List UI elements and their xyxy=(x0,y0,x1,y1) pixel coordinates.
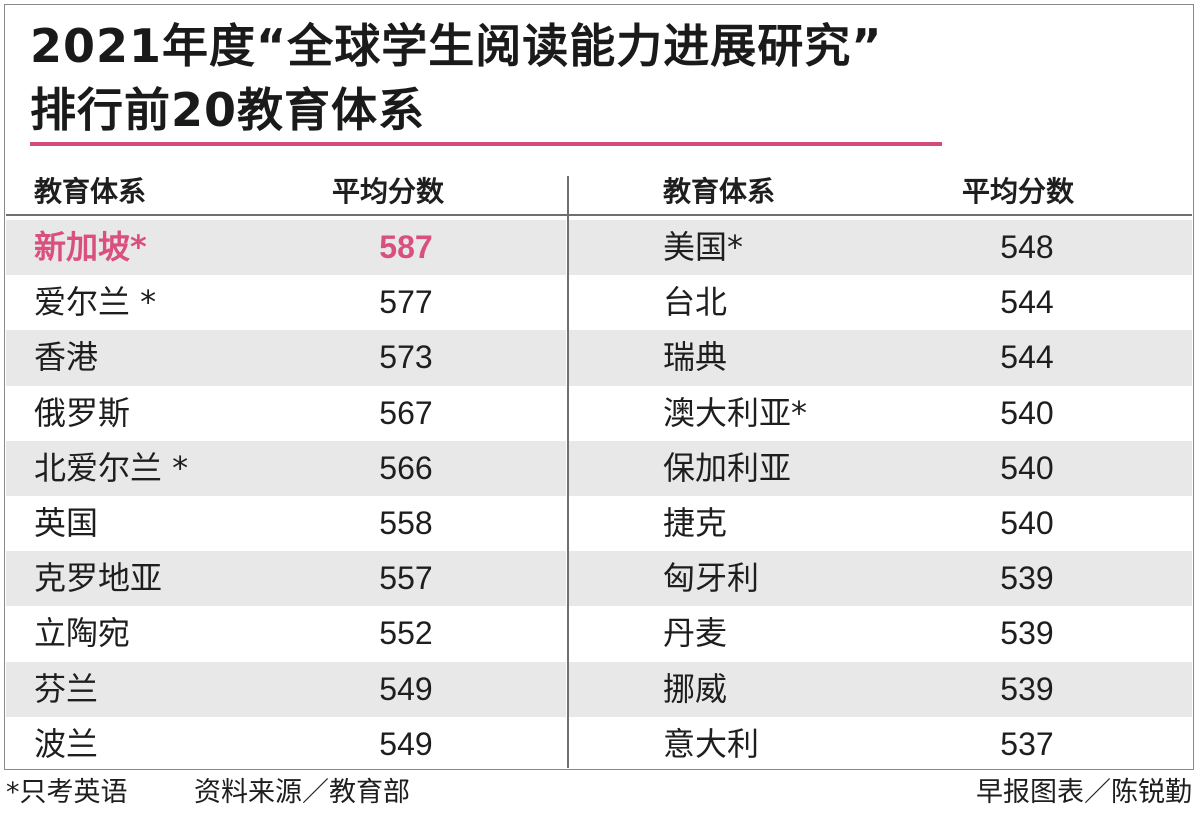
average-score: 540 xyxy=(1000,394,1054,431)
system-name: 立陶宛 xyxy=(34,614,131,653)
table-row: 北爱尔兰 * 566 xyxy=(6,440,566,496)
table-row: 波兰 549 xyxy=(6,717,566,772)
system-name: 瑞典 xyxy=(663,338,728,377)
table-row: 丹麦 539 xyxy=(569,606,1192,661)
system-name: 芬兰 xyxy=(34,669,99,708)
system-name: 克罗地亚 xyxy=(34,559,163,598)
table-row: 保加利亚 540 xyxy=(569,440,1192,496)
system-name: 爱尔兰 * xyxy=(34,283,157,322)
title-accent-rule xyxy=(30,142,942,146)
header-score-left: 平均分数 xyxy=(332,175,445,208)
system-name: 俄罗斯 xyxy=(34,393,131,432)
average-score: 537 xyxy=(1000,725,1054,762)
average-score: 587 xyxy=(379,229,433,265)
table-row: 瑞典 544 xyxy=(569,330,1192,386)
average-score: 540 xyxy=(1000,449,1054,486)
table-row: 澳大利亚* 540 xyxy=(569,386,1192,441)
average-score: 573 xyxy=(379,339,433,376)
table-row: 美国* 548 xyxy=(569,220,1192,276)
system-name: 捷克 xyxy=(663,503,728,542)
system-name: 丹麦 xyxy=(663,614,728,653)
table-row: 意大利 537 xyxy=(569,717,1192,772)
average-score: 566 xyxy=(379,449,433,486)
table-row: 挪威 539 xyxy=(569,661,1192,717)
header-score-right: 平均分数 xyxy=(962,175,1075,208)
average-score: 552 xyxy=(379,615,433,652)
graphic-credit: 早报图表／陈锐勤 xyxy=(976,777,1192,808)
ranking-table-left: 新加坡* 587 爱尔兰 * 577 香港 573 俄罗斯 567 北爱尔兰 *… xyxy=(6,220,566,772)
table-row: 芬兰 549 xyxy=(6,661,566,717)
average-score: 549 xyxy=(379,725,433,762)
table-row: 匈牙利 539 xyxy=(569,551,1192,607)
header-country-left: 教育体系 xyxy=(34,175,147,208)
system-name: 波兰 xyxy=(34,724,99,763)
table-row: 捷克 540 xyxy=(569,496,1192,551)
system-name: 意大利 xyxy=(663,724,760,763)
table-row: 英国 558 xyxy=(6,496,566,551)
system-name: 台北 xyxy=(663,283,728,322)
table-row: 香港 573 xyxy=(6,330,566,386)
system-name: 香港 xyxy=(34,338,99,377)
system-name: 英国 xyxy=(34,503,99,542)
average-score: 539 xyxy=(1000,615,1054,652)
table-row: 爱尔兰 * 577 xyxy=(6,275,566,330)
footnote-english-only: *只考英语 xyxy=(6,777,128,808)
system-name: 澳大利亚* xyxy=(663,393,808,432)
table-row: 俄罗斯 567 xyxy=(6,386,566,441)
table-row: 立陶宛 552 xyxy=(6,606,566,661)
table-row: 台北 544 xyxy=(569,275,1192,330)
system-name: 保加利亚 xyxy=(663,448,792,487)
average-score: 558 xyxy=(379,504,433,541)
average-score: 540 xyxy=(1000,504,1054,541)
average-score: 549 xyxy=(379,670,433,707)
ranking-table-right: 美国* 548 台北 544 瑞典 544 澳大利亚* 540 保加利亚 540… xyxy=(569,220,1192,772)
average-score: 539 xyxy=(1000,560,1054,597)
average-score: 557 xyxy=(379,560,433,597)
column-divider xyxy=(567,176,569,768)
average-score: 548 xyxy=(1000,229,1054,265)
average-score: 567 xyxy=(379,394,433,431)
title-line-2: 排行前20教育体系 xyxy=(30,83,426,137)
system-name: 匈牙利 xyxy=(663,559,760,598)
system-name: 美国* xyxy=(663,228,744,266)
infographic-frame xyxy=(4,4,1194,770)
infographic-title: 2021年度“全球学生阅读能力进展研究” 排行前20教育体系 xyxy=(30,14,883,142)
average-score: 539 xyxy=(1000,670,1054,707)
system-name: 挪威 xyxy=(663,669,728,708)
system-name: 新加坡* xyxy=(34,228,147,266)
average-score: 544 xyxy=(1000,284,1054,321)
table-row: 新加坡* 587 xyxy=(6,220,566,276)
system-name: 北爱尔兰 * xyxy=(34,448,189,487)
header-country-right: 教育体系 xyxy=(663,175,776,208)
table-row: 克罗地亚 557 xyxy=(6,551,566,607)
title-line-1: 2021年度“全球学生阅读能力进展研究” xyxy=(30,19,883,73)
average-score: 544 xyxy=(1000,339,1054,376)
header-divider xyxy=(6,214,1192,216)
average-score: 577 xyxy=(379,284,433,321)
data-source: 资料来源／教育部 xyxy=(194,777,410,808)
